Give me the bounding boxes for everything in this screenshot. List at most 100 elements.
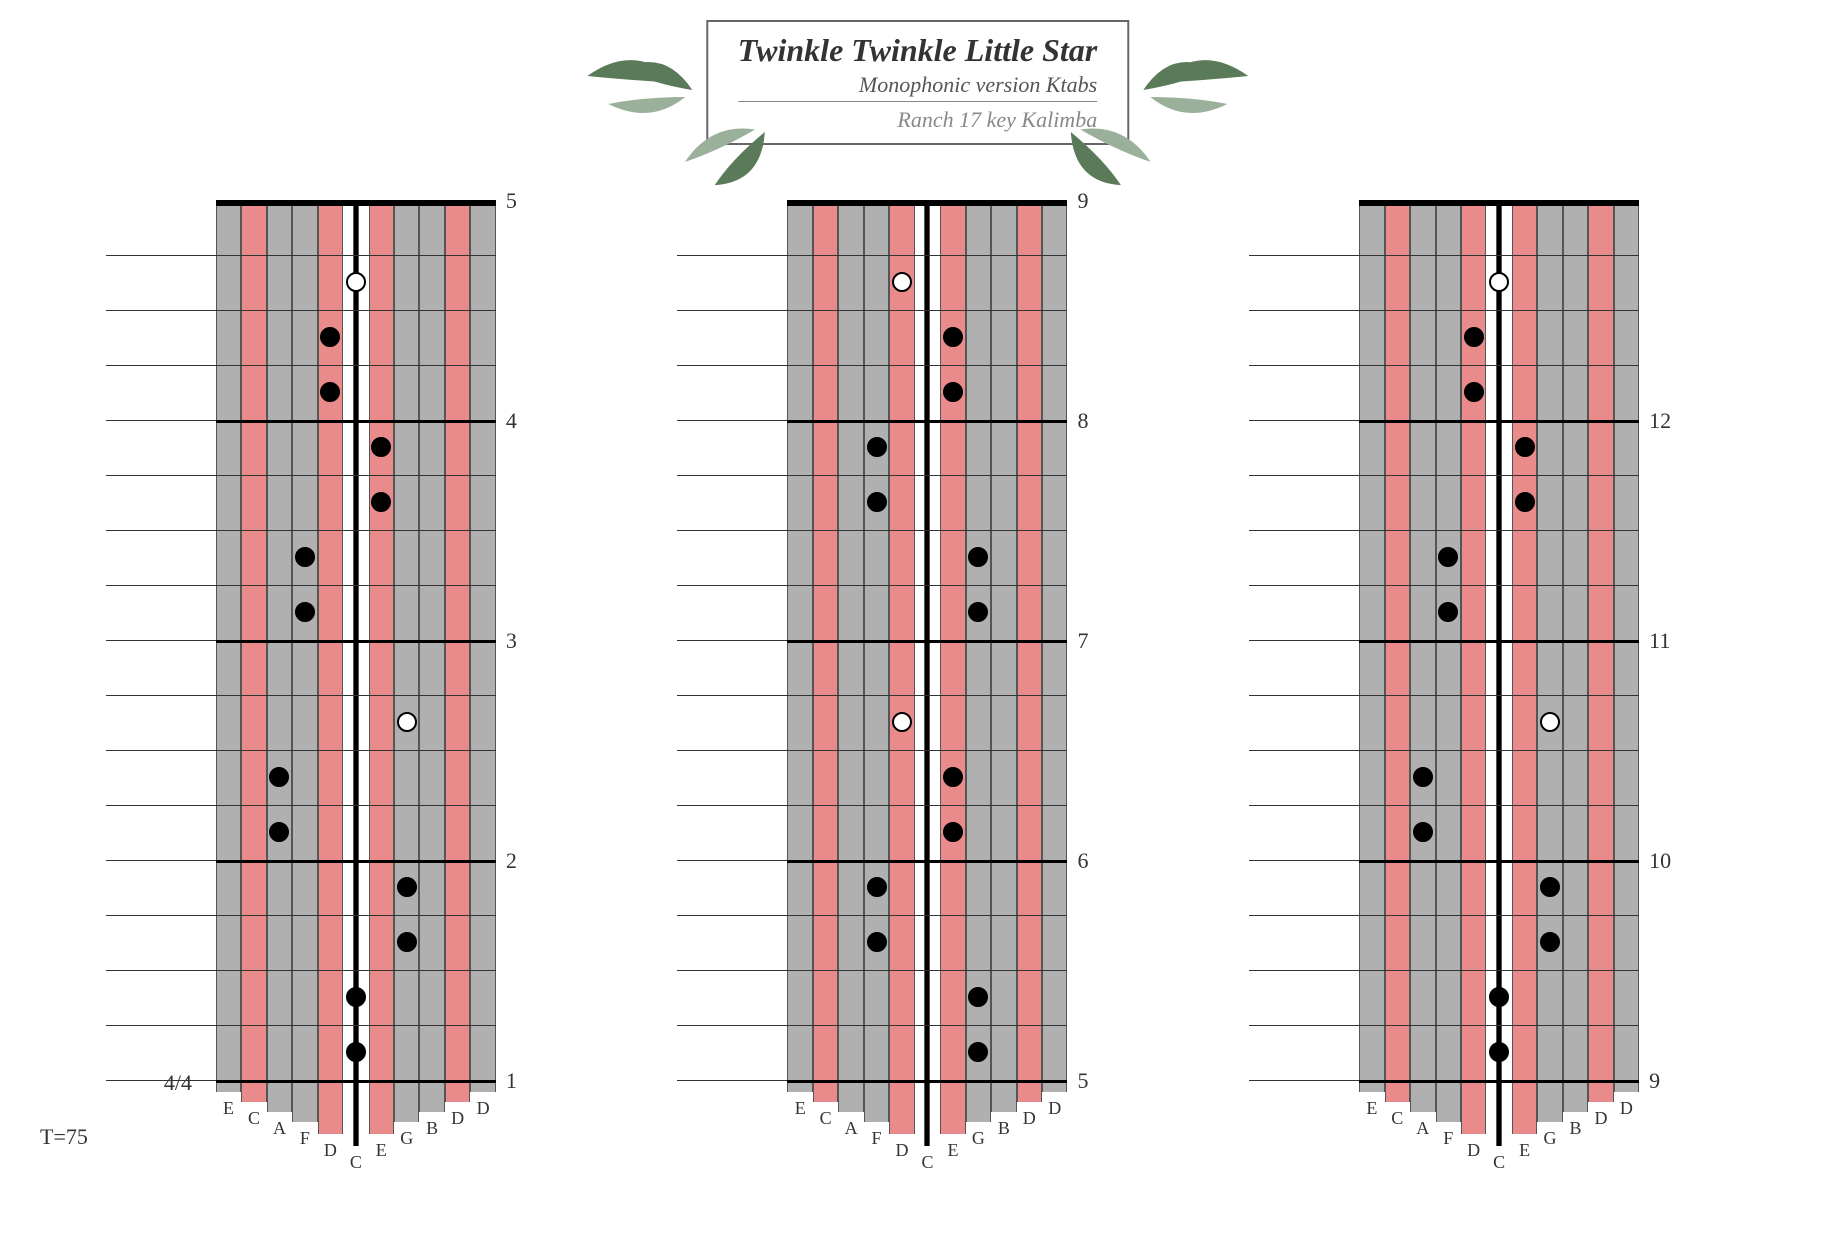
tine <box>838 200 863 1112</box>
beat-line <box>677 585 1067 586</box>
note-dot <box>371 492 391 512</box>
tine <box>813 200 838 1102</box>
tine <box>966 200 991 1122</box>
tine <box>292 200 317 1122</box>
tine-label: D <box>1594 1108 1607 1129</box>
note-dot <box>269 767 289 787</box>
beat-line <box>1249 750 1639 751</box>
note-dot <box>371 437 391 457</box>
bar-number: 9 <box>1649 1068 1660 1094</box>
bar-number: 8 <box>1077 408 1088 434</box>
note-dot <box>867 492 887 512</box>
tine-label: C <box>248 1108 260 1129</box>
note-dot <box>320 327 340 347</box>
note-dot <box>295 602 315 622</box>
note-dot <box>1464 382 1484 402</box>
beat-line <box>1249 1025 1639 1026</box>
bar-number: 9 <box>1077 188 1088 214</box>
note-dot <box>1413 767 1433 787</box>
beat-line <box>677 915 1067 916</box>
bar-line <box>787 640 1067 643</box>
tine-label: B <box>426 1118 438 1139</box>
tine-label: D <box>1467 1140 1480 1161</box>
chart-panel-3: ECAFDCEGBDD9101112 <box>1249 200 1729 1110</box>
note-dot <box>1464 327 1484 347</box>
beat-line <box>1249 530 1639 531</box>
tine-label: E <box>795 1098 806 1119</box>
tine-label: G <box>1544 1128 1557 1149</box>
note-dot <box>1540 877 1560 897</box>
note-dot <box>1515 437 1535 457</box>
bar-line <box>216 200 496 203</box>
tine-label: F <box>1443 1128 1453 1149</box>
tine-label: A <box>1416 1118 1429 1139</box>
tine <box>1614 200 1639 1092</box>
tine <box>1385 200 1410 1102</box>
tine-label: E <box>1519 1140 1530 1161</box>
beat-line <box>1249 585 1639 586</box>
note-dot <box>269 822 289 842</box>
tine <box>924 200 930 1146</box>
tine-label: E <box>223 1098 234 1119</box>
beat-line <box>1249 475 1639 476</box>
bar-number: 7 <box>1077 628 1088 654</box>
tine <box>864 200 889 1122</box>
note-dot <box>943 327 963 347</box>
beat-line <box>106 805 496 806</box>
note-dot <box>1489 987 1509 1007</box>
beat-line <box>677 1025 1067 1026</box>
tine-label: F <box>872 1128 882 1149</box>
beat-line <box>106 915 496 916</box>
chart-panel-2: ECAFDCEGBDD56789 <box>677 200 1157 1110</box>
note-dot <box>346 1042 366 1062</box>
tab-chart: ECAFDCEGBDD12345 <box>216 200 496 1110</box>
bar-line <box>216 420 496 423</box>
bar-number: 4 <box>506 408 517 434</box>
beat-line <box>106 695 496 696</box>
tine <box>1512 200 1537 1134</box>
note-dot <box>968 1042 988 1062</box>
bar-line <box>216 860 496 863</box>
bar-line <box>216 640 496 643</box>
note-dot <box>397 712 417 732</box>
bar-line <box>1359 640 1639 643</box>
bar-number: 3 <box>506 628 517 654</box>
tine <box>1042 200 1067 1092</box>
beat-line <box>677 255 1067 256</box>
tine-label: G <box>972 1128 985 1149</box>
instrument-label: Ranch 17 key Kalimba <box>738 107 1097 133</box>
tine <box>1588 200 1613 1102</box>
bar-line <box>787 200 1067 203</box>
beat-line <box>106 530 496 531</box>
note-dot <box>1540 932 1560 952</box>
note-dot <box>943 382 963 402</box>
beat-line <box>677 805 1067 806</box>
tine-label: D <box>1048 1098 1061 1119</box>
tine <box>394 200 419 1122</box>
beat-line <box>1249 805 1639 806</box>
tine <box>1436 200 1461 1122</box>
note-dot <box>943 767 963 787</box>
beat-line <box>106 585 496 586</box>
bar-line <box>1359 1080 1639 1083</box>
bar-line <box>787 420 1067 423</box>
bar-line <box>787 860 1067 863</box>
time-signature: 4/4 <box>164 1070 192 1096</box>
bar-line <box>1359 420 1639 423</box>
beat-line <box>1249 970 1639 971</box>
note-dot <box>346 987 366 1007</box>
note-dot <box>320 382 340 402</box>
tine <box>267 200 292 1112</box>
note-dot <box>892 712 912 732</box>
tine <box>241 200 266 1102</box>
tine <box>991 200 1016 1112</box>
tine-label: F <box>300 1128 310 1149</box>
bar-number: 12 <box>1649 408 1671 434</box>
chart-panel-1: 4/4 ECAFDCEGBDD12345 <box>106 200 586 1110</box>
bar-number: 5 <box>506 188 517 214</box>
beat-line <box>106 310 496 311</box>
beat-line <box>106 365 496 366</box>
tine <box>1017 200 1042 1102</box>
beat-line <box>1249 255 1639 256</box>
bar-number: 2 <box>506 848 517 874</box>
